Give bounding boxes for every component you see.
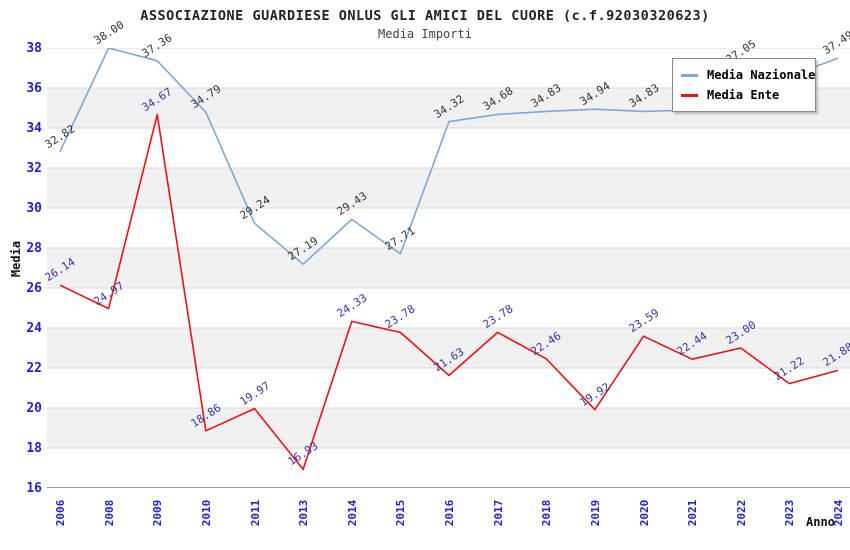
x-tick-label: 2018 [539, 499, 553, 527]
x-tick-label: 2021 [685, 499, 699, 527]
x-tick-label: 2019 [588, 499, 602, 527]
x-tick-label: 2008 [102, 499, 116, 527]
y-tick-label: 22 [26, 360, 42, 376]
chart-subtitle: Media Importi [378, 27, 472, 41]
chart-title: ASSOCIAZIONE GUARDIESE ONLUS GLI AMICI D… [140, 8, 710, 24]
x-tick-label: 2017 [491, 499, 505, 527]
legend-label: Media Ente [707, 88, 780, 102]
plot-band [47, 408, 850, 448]
x-tick-label: 2013 [296, 499, 310, 527]
x-tick-label: 2022 [734, 499, 748, 527]
y-tick-label: 24 [26, 320, 42, 336]
x-tick-label: 2006 [53, 499, 67, 527]
x-tick-label: 2015 [393, 499, 407, 527]
plot-area: 32.82 38.00 37.36 34.79 29.24 27.19 29.43 27.71… [43, 18, 850, 488]
plot-band [47, 248, 850, 288]
y-tick-label: 18 [26, 440, 42, 456]
legend-item-media-nazionale: Media Nazionale [681, 65, 815, 85]
y-tick-label: 38 [26, 40, 42, 56]
plot-band [47, 168, 850, 208]
legend: Media Nazionale Media Ente [672, 58, 816, 112]
y-tick-label: 16 [26, 480, 42, 496]
y-tick-label: 30 [26, 200, 42, 216]
y-tick-label: 36 [26, 80, 42, 96]
nazionale-line-swatch-icon [681, 73, 698, 77]
line-chart-canvas [47, 48, 850, 488]
x-tick-label: 2020 [637, 499, 650, 527]
x-axis-title: Anno [806, 515, 835, 529]
y-tick-label: 32 [26, 160, 42, 176]
x-tick-label: 2010 [199, 499, 213, 527]
legend-item-media-ente: Media Ente [681, 85, 815, 105]
ente-line-swatch-icon [681, 93, 698, 97]
y-tick-label: 28 [26, 240, 42, 256]
media-ente-line [59, 113, 839, 471]
y-tick-label: 20 [26, 400, 42, 416]
x-tick-label: 2016 [442, 499, 456, 527]
y-tick-label: 26 [26, 280, 42, 296]
x-tick-label: 2014 [345, 499, 359, 527]
y-tick-label: 34 [26, 120, 42, 136]
x-tick-label: 2009 [150, 499, 164, 527]
plot-band [47, 328, 850, 368]
legend-label: Media Nazionale [707, 68, 816, 82]
x-tick-label: 2011 [248, 499, 261, 527]
x-tick-label: 2023 [782, 499, 796, 527]
y-axis-title: Media [9, 240, 23, 278]
